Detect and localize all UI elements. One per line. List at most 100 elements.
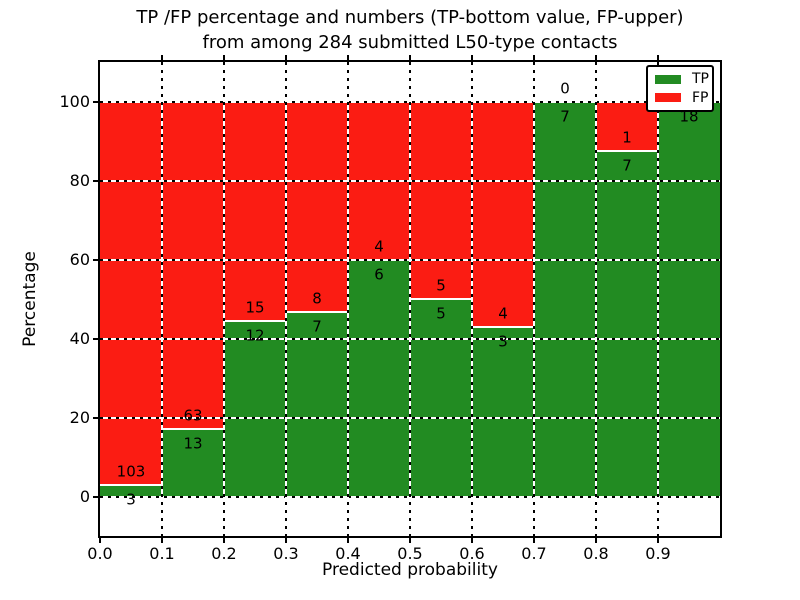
bar-segment-fp-3 [286,101,348,313]
x-tick-mark-0.4 [347,538,349,543]
x-tick-label-0.2: 0.2 [211,544,237,563]
bar-label-tp-2: 12 [245,326,265,345]
bar-segment-tp-4 [348,259,410,497]
x-tick-label-0.8: 0.8 [583,544,609,563]
bar-segment-tp-7 [534,101,596,497]
bar-label-fp-2: 15 [245,298,265,317]
y-tick-label-40: 40 [69,328,90,348]
x-tick-mark-top-0.3 [285,55,287,60]
bar-segment-fp-6 [472,101,534,328]
bar-segment-fp-1 [162,101,224,429]
y-tick-mark-80 [93,179,98,182]
x-tick-label-0.3: 0.3 [273,544,299,563]
y-tick-label-60: 60 [69,249,90,269]
x-tick-mark-top-0.2 [223,55,225,60]
x-tick-label-0.1: 0.1 [149,544,175,563]
bar-label-tp-8: 7 [622,156,632,175]
bar-label-fp-0: 103 [116,462,146,481]
gridline-x-0.2 [223,62,225,536]
x-tick-mark-0.9 [657,538,659,543]
chart-title: TP /FP percentage and numbers (TP-bottom… [98,5,722,55]
x-tick-label-0.6: 0.6 [459,544,485,563]
bar-segment-tp-5 [410,299,472,497]
bar-label-fp-3: 8 [312,289,322,308]
bar-segment-tp-3 [286,312,348,497]
gridline-x-0.7 [533,62,535,536]
y-tick-mark-60 [93,258,98,261]
bar-segment-tp-9 [658,101,720,497]
chart-title-line1: TP /FP percentage and numbers (TP-bottom… [136,7,684,28]
y-tick-mark-0 [93,495,98,498]
bar-label-tp-9: 18 [679,107,699,125]
bar-segment-tp-1 [162,428,224,497]
legend-label-tp: TP [692,71,709,88]
bar-label-fp-4: 4 [374,237,384,255]
bar-label-fp-8: 1 [622,128,632,147]
gridline-x-0.5 [409,62,411,536]
x-tick-mark-top-0.7 [533,55,535,60]
bar-edge-3 [286,311,348,314]
bar-label-tp-4: 6 [374,265,384,283]
bar-segment-tp-6 [472,327,534,497]
bar-segment-tp-2 [224,320,286,497]
x-tick-label-0.7: 0.7 [521,544,547,563]
gridline-x-0.6 [471,62,473,536]
y-tick-label-80: 80 [69,170,90,190]
bar-edge-5 [410,298,472,300]
bar-edge-0 [100,484,162,487]
gridline-x-0.4 [347,62,349,536]
gridline-x-0.9 [657,62,659,536]
legend: TP FP [646,65,714,112]
bar-label-tp-5: 5 [436,304,446,323]
bar-label-fp-5: 5 [436,276,446,295]
x-tick-mark-top-0.5 [409,55,411,60]
y-tick-mark-20 [93,416,98,419]
y-tick-mark-40 [93,337,98,340]
chart-title-line2: from among 284 submitted L50-type contac… [202,32,618,53]
bar-segment-fp-0 [100,101,162,486]
x-tick-mark-top-0.1 [161,55,163,60]
bar-segment-tp-0 [100,485,162,497]
bar-label-tp-3: 7 [312,317,322,336]
x-tick-label-0.9: 0.9 [645,544,671,563]
legend-swatch-tp-icon [655,74,681,84]
bar-edge-6 [472,326,534,329]
x-tick-mark-0.0 [99,538,101,543]
y-tick-label-20: 20 [69,407,90,427]
bar-label-tp-0: 3 [126,490,136,509]
y-tick-label-0: 0 [79,486,90,506]
bar-segment-fp-5 [410,101,472,299]
gridline-x-0.8 [595,62,597,536]
x-tick-mark-0.5 [409,538,411,543]
legend-item-tp: TP [655,72,709,86]
bar-edge-8 [596,149,658,152]
x-tick-mark-top-0.9 [657,55,659,60]
x-tick-label-0.0: 0.0 [87,544,113,563]
bar-segment-tp-8 [596,150,658,497]
bar-label-tp-6: 3 [498,332,508,351]
plot-inner: 103363131512874655430717018 [100,62,720,536]
bar-label-fp-6: 4 [498,304,508,323]
legend-swatch-fp-icon [655,93,681,103]
x-tick-mark-top-0.8 [595,55,597,60]
x-tick-mark-0.2 [223,538,225,543]
gridline-x-0.3 [285,62,287,536]
x-axis-label: Predicted probability [322,560,498,580]
plot-area: 103363131512874655430717018 [98,60,722,538]
bar-edge-2 [224,319,286,322]
bar-label-tp-7: 7 [560,107,570,125]
y-axis-label: Percentage [8,62,52,536]
bar-segment-fp-2 [224,101,286,321]
bar-label-tp-1: 13 [183,434,203,453]
y-axis-label-text: Percentage [20,251,41,347]
y-tick-label-100: 100 [59,91,90,111]
legend-item-fp: FP [655,91,709,105]
legend-label-fp: FP [692,89,709,106]
x-tick-mark-0.6 [471,538,473,543]
x-tick-mark-0.1 [161,538,163,543]
bar-label-fp-1: 63 [183,406,203,425]
bar-edge-1 [162,427,224,430]
gridline-x-0.1 [161,62,163,536]
x-tick-mark-0.3 [285,538,287,543]
